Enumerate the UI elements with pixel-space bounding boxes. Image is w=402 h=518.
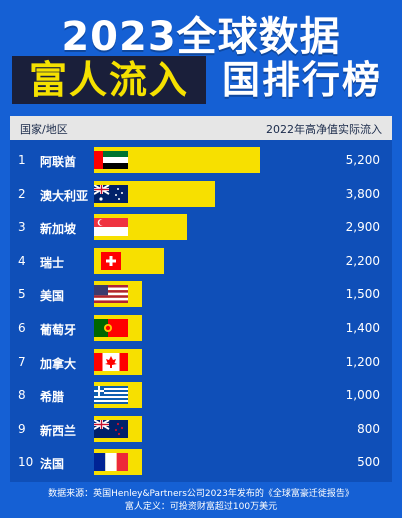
table-header: 国家/地区 2022年高净值实际流入 bbox=[10, 116, 392, 140]
table-row: 5 美国 1,500 bbox=[10, 279, 392, 309]
country-label: 加拿大 bbox=[40, 356, 77, 371]
value-label: 5,200 bbox=[345, 153, 380, 167]
table-row: 3 新加坡 2,900 bbox=[10, 212, 392, 242]
rank-label: 2 bbox=[18, 186, 26, 201]
title-rest: 国排行榜 bbox=[221, 58, 382, 102]
header-country: 国家/地区 bbox=[20, 123, 68, 136]
rank-label: 10 bbox=[18, 455, 34, 470]
title-highlight: 富人流入 bbox=[12, 56, 206, 104]
table-row: 9 新西兰 800 bbox=[10, 414, 392, 444]
value-label: 2,200 bbox=[345, 253, 380, 268]
rank-label: 3 bbox=[18, 220, 26, 235]
rank-label: 5 bbox=[18, 287, 26, 302]
chart-subtitle: 富人流入 国排行榜 bbox=[12, 56, 392, 104]
uae-flag-icon bbox=[94, 151, 128, 169]
new-zealand-flag-icon bbox=[94, 419, 128, 438]
footer-notes: 数据来源：英国Henley&Partners公司2023年发布的《全球富豪迁徙报… bbox=[0, 488, 402, 514]
table-row: 4 瑞士 2,200 bbox=[10, 246, 392, 276]
country-label: 法国 bbox=[40, 457, 65, 472]
value-label: 1,200 bbox=[345, 354, 380, 369]
definition-note: 富人定义：可投资财富超过100万美元 bbox=[124, 502, 278, 512]
switzerland-flag-icon bbox=[101, 251, 121, 270]
value-label: 1,400 bbox=[345, 321, 380, 335]
value-label: 500 bbox=[357, 455, 380, 470]
table-row: 1 阿联酋 5,200 bbox=[10, 145, 392, 175]
chart-title: 2023全球数据 bbox=[61, 14, 341, 60]
country-label: 新西兰 bbox=[40, 423, 77, 438]
ranking-table: 国家/地区 2022年高净值实际流入 1 阿联酋 5,200 2 澳大利亚 3,800 3 新… bbox=[10, 116, 392, 482]
value-label: 1,500 bbox=[345, 287, 380, 302]
portugal-flag-icon bbox=[94, 319, 128, 337]
table-row: 10 法国 500 bbox=[10, 447, 392, 477]
table-row: 2 澳大利亚 3,800 bbox=[10, 179, 392, 209]
france-flag-icon bbox=[94, 453, 128, 472]
country-label: 美国 bbox=[40, 289, 65, 304]
value-label: 2,900 bbox=[345, 220, 380, 235]
country-label: 阿联酋 bbox=[40, 155, 77, 169]
table-row: 8 希腊 1,000 bbox=[10, 380, 392, 410]
greece-flag-icon bbox=[94, 386, 128, 405]
country-label: 澳大利亚 bbox=[40, 188, 89, 203]
canada-flag-icon bbox=[94, 352, 128, 371]
value-label: 3,800 bbox=[345, 186, 380, 201]
value-label: 1,000 bbox=[345, 388, 380, 403]
country-label: 新加坡 bbox=[40, 222, 77, 237]
australia-flag-icon bbox=[94, 184, 128, 203]
rank-label: 9 bbox=[18, 421, 26, 436]
rank-label: 4 bbox=[18, 253, 26, 268]
header-value: 2022年高净值实际流入 bbox=[266, 123, 382, 136]
country-label: 瑞士 bbox=[40, 255, 65, 270]
value-label: 800 bbox=[357, 421, 380, 436]
usa-flag-icon bbox=[94, 285, 128, 304]
rank-label: 1 bbox=[18, 153, 26, 167]
singapore-flag-icon bbox=[94, 218, 128, 237]
title-block: 2023全球数据 富人流入 国排行榜 bbox=[0, 0, 402, 112]
rank-label: 8 bbox=[18, 388, 26, 403]
country-label: 葡萄牙 bbox=[40, 323, 77, 337]
rank-label: 7 bbox=[18, 354, 26, 369]
source-note: 数据来源：英国Henley&Partners公司2023年发布的《全球富豪迁徙报… bbox=[48, 489, 354, 499]
rank-label: 6 bbox=[18, 321, 26, 335]
country-label: 希腊 bbox=[40, 390, 65, 405]
table-row: 7 加拿大 1,200 bbox=[10, 347, 392, 377]
table-row: 6 葡萄牙 1,400 bbox=[10, 313, 392, 343]
